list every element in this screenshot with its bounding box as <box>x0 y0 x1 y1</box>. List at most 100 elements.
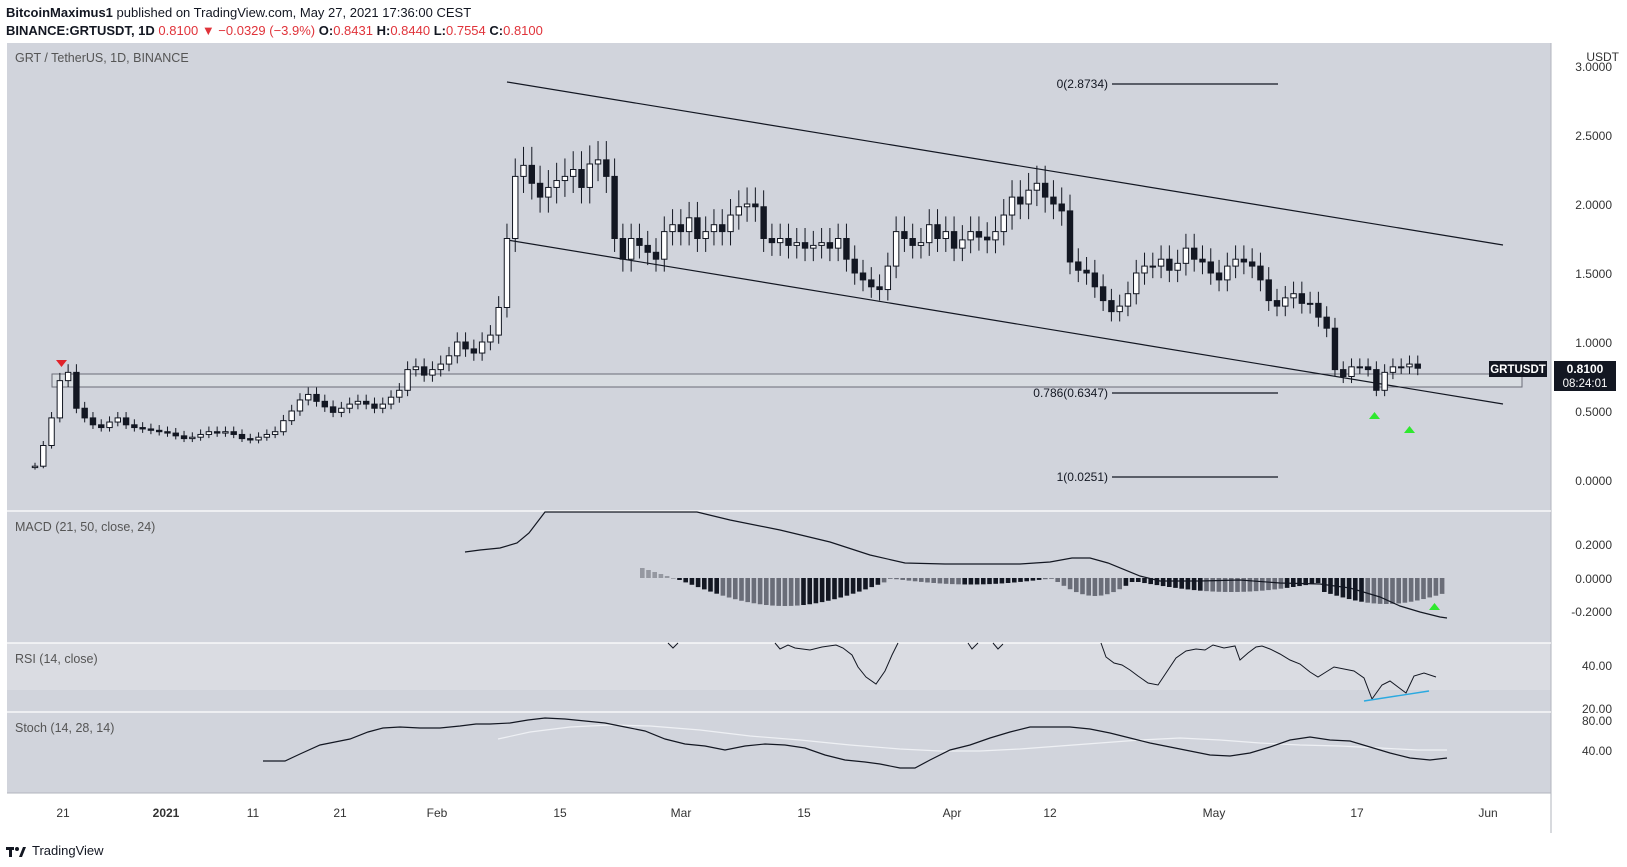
candle-body <box>586 163 593 188</box>
candle-body <box>1041 182 1049 198</box>
macd-histogram-bar <box>981 578 986 585</box>
macd-histogram-bar <box>1012 578 1017 583</box>
candle-body <box>106 421 113 429</box>
macd-histogram-bar <box>881 578 887 583</box>
macd-histogram-bar <box>652 572 657 578</box>
macd-histogram-bar <box>677 578 682 580</box>
footer-brand[interactable]: TradingView <box>32 843 104 858</box>
candle-body <box>131 424 138 429</box>
candle-body <box>710 224 718 233</box>
candle-body <box>255 436 262 441</box>
candle-body <box>901 231 908 240</box>
macd-histogram-bar <box>888 578 893 579</box>
candle-body <box>1381 371 1388 391</box>
macd-histogram-bar <box>900 578 905 580</box>
macd-histogram-bar <box>1415 578 1420 601</box>
price-tick: 3.0000 <box>1575 60 1612 74</box>
macd-histogram-bar <box>1253 578 1259 592</box>
time-tick: 21 <box>333 806 347 820</box>
rsi-trend-line[interactable] <box>1363 690 1430 702</box>
rsi-line <box>667 642 679 649</box>
candle-body <box>619 238 627 260</box>
macd-histogram-bar <box>863 578 868 590</box>
macd-histogram-bar <box>1043 578 1048 580</box>
candle-body <box>371 403 378 409</box>
support-zone-box[interactable] <box>51 373 1523 388</box>
macd-histogram-bar <box>1074 578 1079 593</box>
close-label: C: <box>489 23 504 38</box>
last-price: 0.8100 <box>158 23 199 38</box>
candle-body <box>1008 196 1016 216</box>
candle-body <box>189 436 196 440</box>
footer: TradingView <box>6 843 104 858</box>
macd-histogram-bar <box>714 578 719 594</box>
channel-lower-line[interactable] <box>506 239 1504 405</box>
rsi-line <box>992 642 1004 650</box>
macd-histogram-bar <box>1185 578 1191 590</box>
candle-body <box>156 429 163 433</box>
candle-body <box>1348 366 1355 377</box>
candle-body <box>752 203 759 208</box>
macd-histogram-bar <box>1191 578 1197 591</box>
macd-histogram-bar <box>937 578 943 584</box>
macd-histogram-bar <box>795 578 800 606</box>
candle-body <box>785 238 792 246</box>
candle-body <box>1224 265 1231 281</box>
macd-histogram-bar <box>950 578 955 585</box>
candle-body <box>396 389 403 398</box>
candle-body <box>1306 302 1314 305</box>
candle-body <box>553 180 560 188</box>
candle-body <box>205 431 213 435</box>
candle-body <box>760 206 767 239</box>
chart-area[interactable]: 0(2.8734) 0.786(0.6347) 1(0.0251) GRT / … <box>0 43 1627 838</box>
macd-histogram-bar <box>844 578 850 596</box>
channel-upper-line[interactable] <box>506 81 1504 246</box>
macd-histogram-bar <box>850 578 856 594</box>
candle-body <box>884 265 892 291</box>
candle-body <box>363 400 370 405</box>
candle-body <box>520 164 527 177</box>
candle-body <box>570 169 577 177</box>
macd-histogram-bar <box>1266 578 1271 591</box>
candle-body <box>843 238 850 260</box>
ohlc-line: BINANCE:GRTUSDT, 1D 0.8100 ▼ −0.0329 (−3… <box>6 23 543 38</box>
candle-body <box>536 182 544 198</box>
publish-line: BitcoinMaximus1 published on TradingView… <box>6 5 471 20</box>
candle-body <box>48 417 55 446</box>
macd-histogram-bar <box>1086 578 1091 596</box>
macd-histogram-bar <box>1377 578 1383 604</box>
candle-body <box>859 272 867 281</box>
macd-histogram-bar <box>1365 578 1370 603</box>
candle-body <box>1033 182 1041 191</box>
candle-body <box>1050 196 1057 205</box>
macd-histogram-bar <box>1408 578 1414 602</box>
candle-body <box>826 242 834 249</box>
candle-body <box>1298 293 1306 304</box>
macd-pane-title: MACD (21, 50, close, 24) <box>15 520 155 534</box>
candle-body <box>56 380 64 419</box>
candle-body <box>1133 272 1140 295</box>
candlestick-series <box>31 141 1421 470</box>
macd-histogram-bar <box>720 578 726 596</box>
candle-body <box>338 407 345 413</box>
candle-body <box>329 406 337 413</box>
macd-histogram-bar <box>1272 578 1277 590</box>
publisher-name[interactable]: BitcoinMaximus1 <box>6 5 113 20</box>
macd-histogram-bar <box>1247 578 1253 592</box>
price-tick: 0.0000 <box>1575 474 1612 488</box>
macd-histogram-bar <box>1229 578 1234 592</box>
candle-body <box>735 206 742 216</box>
candle-body <box>470 348 478 354</box>
candle-body <box>636 238 643 246</box>
time-axis[interactable]: 21 2021 11 21 Feb 15 Mar 15 Apr 12 May 1… <box>56 806 1497 820</box>
macd-histogram-bar <box>689 578 695 585</box>
macd-histogram-bar <box>739 578 744 601</box>
macd-histogram-bar <box>1260 578 1265 591</box>
macd-histogram-bar <box>1173 578 1178 588</box>
price-axis[interactable]: 3.0000 2.5000 2.0000 1.5000 1.0000 0.500… <box>1575 60 1612 488</box>
symbol-badge-text: GRTUSDT <box>1490 364 1546 376</box>
candle-body <box>404 369 411 391</box>
candle-body <box>561 175 569 182</box>
candle-body <box>959 239 966 249</box>
candle-body <box>512 175 519 239</box>
